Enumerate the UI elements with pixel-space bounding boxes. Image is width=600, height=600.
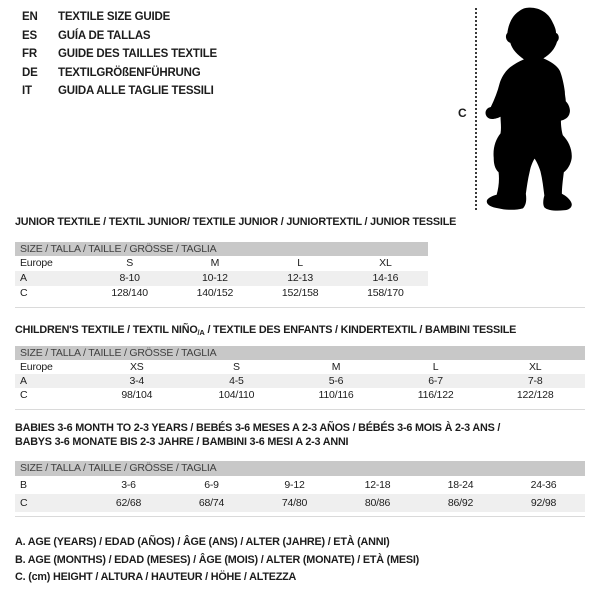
table-cell: 68/74 xyxy=(198,497,225,509)
table-cell: 5-6 xyxy=(328,375,344,387)
table-cell: S xyxy=(126,257,134,269)
table-cell: 140/152 xyxy=(196,287,234,299)
lang-row-de: DE TEXTILGRÖßENFÜHRUNG xyxy=(22,64,217,83)
children-title-post: / TEXTILE DES ENFANTS / KINDERTEXTIL / B… xyxy=(204,324,517,336)
language-list: EN TEXTILE SIZE GUIDE ES GUÍA DE TALLAS … xyxy=(22,8,217,101)
lang-label: TEXTILGRÖßENFÜHRUNG xyxy=(58,66,201,79)
lang-label: GUÍA DE TALLAS xyxy=(58,29,151,42)
table-cell: XL xyxy=(528,361,542,373)
table-cell: 24-36 xyxy=(530,479,557,491)
lang-row-fr: FR GUIDE DES TAILLES TEXTILE xyxy=(22,45,217,64)
table-cell: 98/104 xyxy=(121,389,153,401)
table-cell: 12-13 xyxy=(287,272,314,284)
babies-size-table: SIZE / TALLA / TAILLE / GRÖSSE / TAGLIA … xyxy=(15,461,585,512)
note-b: B. AGE (MONTHS) / EDAD (MESES) / ÂGE (MO… xyxy=(15,553,420,566)
row-label: A xyxy=(20,272,27,284)
table-cell: 104/110 xyxy=(218,389,255,401)
table-row-a: A 8-10 10-12 12-13 14-16 xyxy=(15,271,428,286)
row-label: C xyxy=(20,389,28,401)
table-cell: 80/86 xyxy=(364,497,391,509)
lang-row-it: IT GUIDA ALLE TAGLIE TESSILI xyxy=(22,82,217,101)
lang-code: DE xyxy=(22,66,38,79)
lang-label: GUIDE DES TAILLES TEXTILE xyxy=(58,48,217,61)
table-cell: L xyxy=(297,257,303,269)
lang-code: EN xyxy=(22,11,38,23)
table-cell: 18-24 xyxy=(447,479,474,491)
table-cell: M xyxy=(331,361,341,373)
table-cell: 9-12 xyxy=(284,479,305,491)
table-cell: 74/80 xyxy=(281,497,308,509)
table-cell: 92/98 xyxy=(530,497,557,509)
children-section-title: CHILDREN'S TEXTILE / TEXTIL NIÑO/A / TEX… xyxy=(15,324,590,340)
section-divider xyxy=(15,307,585,308)
lang-label: TEXTILE SIZE GUIDE xyxy=(58,11,171,23)
table-cell: 4-5 xyxy=(229,375,244,387)
table-cell: 122/128 xyxy=(516,389,554,401)
table-cell: XS xyxy=(129,361,144,373)
lang-code: FR xyxy=(22,48,37,61)
babies-title-line1: BABIES 3-6 MONTH TO 2-3 YEARS / BEBÉS 3-… xyxy=(15,422,501,434)
note-c: C. (cm) HEIGHT / ALTURA / HAUTEUR / HÖHE… xyxy=(15,571,297,584)
table-cell: 116/122 xyxy=(417,389,454,401)
table-cell: M xyxy=(210,257,220,269)
table-cell: 3-6 xyxy=(121,479,136,491)
height-dotted-line xyxy=(475,8,477,210)
table-row-c: C 62/68 68/74 74/80 80/86 86/92 92/98 xyxy=(15,494,585,512)
table-cell: 12-18 xyxy=(364,479,391,491)
lang-code: ES xyxy=(22,29,37,42)
row-label: Europe xyxy=(20,257,53,269)
table-cell: 3-4 xyxy=(129,375,145,387)
row-label: B xyxy=(20,479,27,491)
table-row-b: B 3-6 6-9 9-12 12-18 18-24 24-36 xyxy=(15,476,585,494)
table-cell: 110/116 xyxy=(318,389,354,401)
table-cell: 14-16 xyxy=(372,272,399,284)
size-header-bar: SIZE / TALLA / TAILLE / GRÖSSE / TAGLIA xyxy=(15,461,585,476)
children-size-table: SIZE / TALLA / TAILLE / GRÖSSE / TAGLIA … xyxy=(15,346,585,402)
babies-section-title: BABIES 3-6 MONTH TO 2-3 YEARS / BEBÉS 3-… xyxy=(15,422,590,449)
lang-row-en: EN TEXTILE SIZE GUIDE xyxy=(22,8,217,27)
table-cell: 6-7 xyxy=(428,375,443,387)
note-a: A. AGE (YEARS) / EDAD (AÑOS) / ÂGE (ANS)… xyxy=(15,536,390,548)
lang-label: GUIDA ALLE TAGLIE TESSILI xyxy=(58,85,214,98)
row-label: Europe xyxy=(20,361,53,373)
table-cell: 8-10 xyxy=(119,272,140,284)
table-cell: 152/158 xyxy=(281,287,319,299)
table-cell: L xyxy=(432,361,439,373)
size-header-bar: SIZE / TALLA / TAILLE / GRÖSSE / TAGLIA xyxy=(15,242,428,256)
table-row-c: C 128/140 140/152 152/158 158/170 xyxy=(15,286,428,301)
section-divider xyxy=(15,516,585,517)
table-cell: 10-12 xyxy=(201,272,228,284)
children-title-sub: /A xyxy=(197,328,205,337)
table-cell: 128/140 xyxy=(111,287,148,299)
table-row-europe: Europe S M L XL xyxy=(15,256,428,271)
section-divider xyxy=(15,409,585,410)
table-row-a: A 3-4 4-5 5-6 6-7 7-8 xyxy=(15,374,585,388)
height-c-label: C xyxy=(458,106,467,120)
lang-row-es: ES GUÍA DE TALLAS xyxy=(22,27,217,46)
table-cell: 62/68 xyxy=(115,497,142,509)
children-title-pre: CHILDREN'S TEXTILE / TEXTIL NIÑO xyxy=(15,324,198,336)
table-cell: 6-9 xyxy=(204,479,219,491)
table-cell: 158/170 xyxy=(367,287,404,299)
row-label: A xyxy=(20,375,27,387)
table-cell: 86/92 xyxy=(447,497,474,509)
table-cell: 7-8 xyxy=(527,375,543,387)
table-row-c: C 98/104 104/110 110/116 116/122 122/128 xyxy=(15,388,585,402)
size-header-bar: SIZE / TALLA / TAILLE / GRÖSSE / TAGLIA xyxy=(15,346,585,360)
legend-notes: A. AGE (YEARS) / EDAD (AÑOS) / ÂGE (ANS)… xyxy=(15,534,419,587)
row-label: C xyxy=(20,497,28,509)
table-cell: S xyxy=(232,361,240,373)
lang-code: IT xyxy=(22,85,32,98)
babies-title-line2: BABYS 3-6 MONATE BIS 2-3 JAHRE / BAMBINI… xyxy=(15,435,349,448)
row-label: C xyxy=(20,287,28,299)
table-row-europe: Europe XS S M L XL xyxy=(15,360,585,374)
baby-silhouette-icon xyxy=(485,7,572,211)
junior-size-table: SIZE / TALLA / TAILLE / GRÖSSE / TAGLIA … xyxy=(15,242,428,301)
table-cell: XL xyxy=(379,257,392,269)
junior-section-title: JUNIOR TEXTILE / TEXTIL JUNIOR/ TEXTILE … xyxy=(15,216,457,228)
